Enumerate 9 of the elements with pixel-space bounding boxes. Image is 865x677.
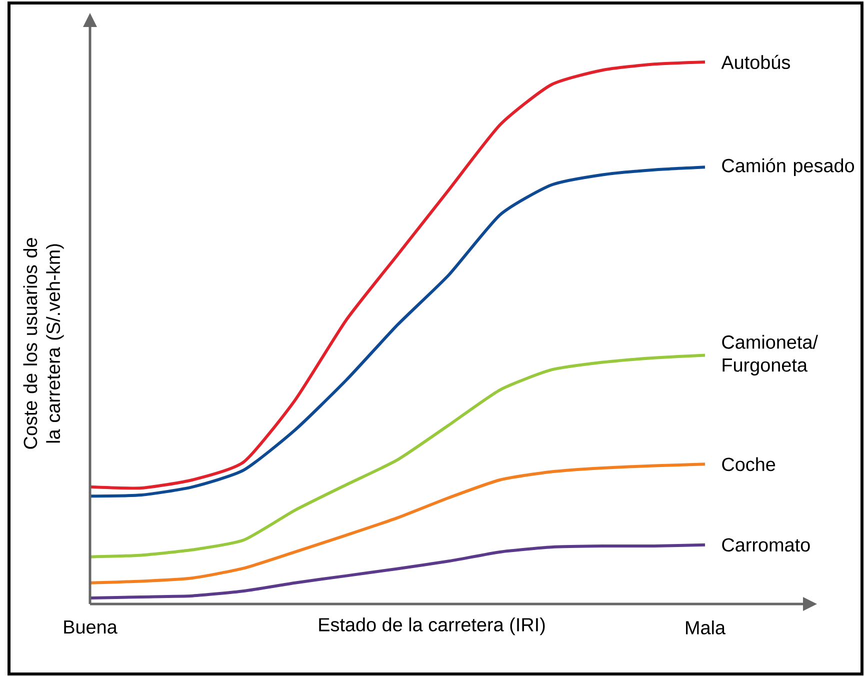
x-tick-label: Buena	[64, 620, 118, 634]
series-label: Camioneta/ Furgoneta	[722, 334, 818, 376]
x-tick-label: Mala	[686, 620, 726, 634]
series-label: Autobús	[721, 54, 790, 70]
series-label: Camión pesado	[722, 158, 854, 176]
x-axis-title: Estado de la carretera (IRI)	[319, 618, 545, 636]
series-label: Carromato	[722, 538, 810, 552]
series-label: Coche	[722, 457, 776, 472]
y-axis-title: Coste de los usuarios de la carretera (S/.veh-km)	[23, 238, 64, 449]
